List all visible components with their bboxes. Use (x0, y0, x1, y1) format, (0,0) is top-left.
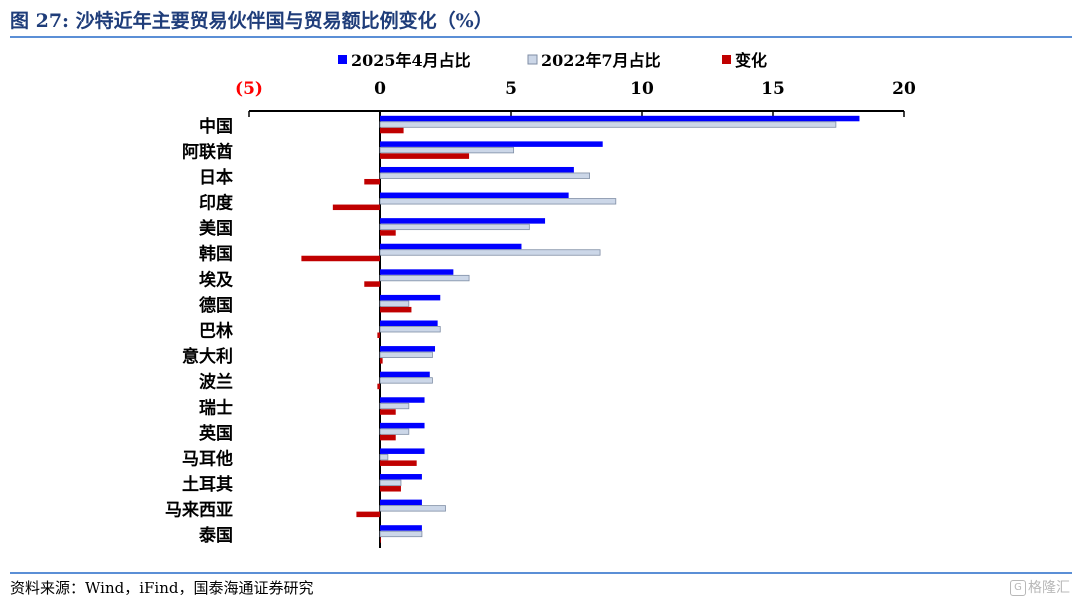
bar-0-7 (380, 294, 441, 301)
x-tick-label-4: 15 (761, 79, 785, 99)
bar-2-10 (377, 383, 380, 390)
bar-2-14 (380, 486, 401, 492)
bar-0-3 (380, 192, 569, 199)
category-label-3: 印度 (199, 193, 234, 214)
legend-label-1: 2022年7月占比 (541, 51, 661, 70)
bar-0-9 (380, 346, 436, 352)
g-logo-icon: G (1010, 580, 1026, 596)
bar-2-1 (380, 153, 470, 159)
bar-1-6 (379, 274, 470, 282)
category-label-1: 阿联酋 (182, 141, 233, 162)
x-tick-label-1: 0 (374, 79, 386, 99)
chart-legend: 2025年4月占比 2022年7月占比 变化 (338, 51, 767, 70)
legend-swatch-0 (338, 55, 347, 64)
bar-2-2 (364, 178, 380, 185)
bar-1-15 (379, 505, 446, 512)
bar-2-5 (301, 255, 380, 262)
source-note: 资料来源：Wind，iFind，国泰海通证券研究 (10, 579, 314, 597)
category-label-12: 英国 (199, 423, 233, 444)
bar-1-2 (379, 172, 591, 179)
bar-1-5 (379, 249, 601, 256)
legend-swatch-1 (527, 54, 538, 65)
bar-1-11 (379, 402, 410, 410)
category-label-2: 日本 (199, 167, 233, 188)
bar-1-10 (379, 377, 433, 384)
x-tick-label-3: 10 (630, 79, 654, 99)
x-tick-label-2: 5 (505, 79, 517, 99)
bar-1-3 (379, 198, 617, 205)
x-tick-label-0: (5) (235, 79, 263, 99)
bar-2-15 (356, 511, 380, 518)
bar-2-13 (380, 460, 417, 466)
bar-2-0 (380, 127, 404, 134)
bar-0-8 (380, 320, 438, 326)
bar-1-14 (379, 479, 402, 486)
category-label-6: 埃及 (199, 269, 234, 290)
bar-0-13 (380, 448, 425, 454)
legend-swatch-2 (722, 55, 731, 64)
bars (301, 115, 860, 543)
bar-2-11 (380, 409, 396, 415)
bar-2-8 (377, 332, 380, 338)
bar-2-7 (380, 306, 412, 313)
legend-label-2: 变化 (735, 51, 767, 70)
bar-0-5 (380, 243, 522, 250)
watermark: G 格隆汇 (1010, 577, 1070, 597)
bar-0-11 (380, 397, 425, 403)
category-label-7: 德国 (199, 295, 233, 316)
bar-1-0 (379, 121, 837, 128)
bar-0-0 (380, 115, 860, 122)
bar-1-12 (379, 428, 410, 435)
bar-0-6 (380, 269, 454, 275)
watermark-text: 格隆汇 (1028, 580, 1070, 596)
bar-0-2 (380, 166, 574, 173)
bar-0-4 (380, 218, 546, 224)
category-label-8: 巴林 (199, 321, 233, 342)
bar-1-4 (379, 223, 530, 231)
bar-0-1 (380, 141, 603, 147)
bar-2-3 (332, 204, 380, 211)
bar-0-14 (380, 474, 422, 480)
bar-2-9 (380, 358, 383, 364)
bar-0-12 (380, 422, 425, 429)
bar-2-4 (380, 230, 396, 236)
category-label-10: 波兰 (199, 372, 233, 393)
bar-1-9 (379, 351, 433, 358)
legend-label-0: 2025年4月占比 (351, 51, 471, 70)
bar-1-13 (379, 454, 389, 461)
footer-divider (10, 572, 1072, 574)
bar-1-8 (379, 326, 441, 333)
title-divider (10, 36, 1072, 38)
category-label-11: 瑞士 (199, 397, 233, 418)
bar-2-16 (380, 537, 381, 543)
x-tick-label-5: 20 (892, 79, 916, 99)
bar-chart: 2025年4月占比 2022年7月占比 变化 (5) 0 5 10 15 20 中国阿联酋日本… (165, 51, 916, 548)
bar-0-10 (380, 371, 430, 378)
category-label-9: 意大利 (182, 346, 233, 367)
category-label-15: 马来西亚 (165, 500, 233, 521)
category-label-5: 韩国 (199, 244, 233, 265)
bar-2-6 (364, 281, 380, 287)
bar-1-1 (379, 146, 515, 154)
category-label-0: 中国 (199, 116, 233, 137)
bar-1-16 (379, 530, 423, 538)
x-axis: (5) 0 5 10 15 20 (235, 79, 916, 548)
category-label-13: 马耳他 (182, 448, 233, 469)
bar-0-15 (380, 499, 422, 506)
category-label-16: 泰国 (199, 525, 233, 546)
category-label-14: 土耳其 (182, 474, 233, 495)
chart-title: 图 27: 沙特近年主要贸易伙伴国与贸易额比例变化（%） (10, 10, 493, 32)
bar-2-12 (380, 434, 396, 441)
bar-0-16 (380, 525, 422, 531)
bar-1-7 (379, 300, 410, 307)
category-label-4: 美国 (199, 218, 233, 239)
